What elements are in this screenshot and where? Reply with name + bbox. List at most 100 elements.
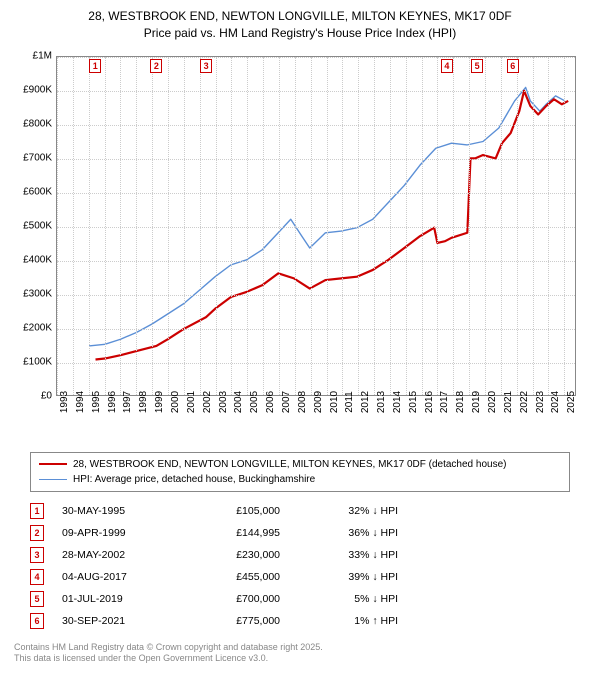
legend-row-2: HPI: Average price, detached house, Buck… bbox=[39, 472, 561, 487]
y-axis-label: £600K bbox=[10, 186, 52, 197]
row-price: £700,000 bbox=[190, 593, 280, 605]
x-axis-label: 2023 bbox=[535, 390, 546, 412]
row-date: 28-MAY-2002 bbox=[62, 549, 172, 561]
gridline-h bbox=[57, 193, 575, 194]
x-axis-label: 2015 bbox=[408, 390, 419, 412]
chart-marker: 5 bbox=[471, 59, 483, 73]
table-row: 3 28-MAY-2002 £230,000 33% ↓ HPI bbox=[30, 544, 570, 566]
x-axis-label: 1993 bbox=[59, 390, 70, 412]
legend-label-2: HPI: Average price, detached house, Buck… bbox=[73, 472, 315, 487]
y-axis-label: £200K bbox=[10, 322, 52, 333]
x-axis-label: 2019 bbox=[471, 390, 482, 412]
gridline-v bbox=[152, 57, 153, 395]
row-marker: 2 bbox=[30, 525, 44, 541]
x-axis-label: 2000 bbox=[170, 390, 181, 412]
x-axis-label: 2012 bbox=[360, 390, 371, 412]
gridline-v bbox=[485, 57, 486, 395]
gridline-h bbox=[57, 295, 575, 296]
chart-marker: 2 bbox=[150, 59, 162, 73]
x-axis-label: 2004 bbox=[233, 390, 244, 412]
x-axis-label: 1999 bbox=[154, 390, 165, 412]
x-axis-label: 2010 bbox=[329, 390, 340, 412]
chart-container: 28, WESTBROOK END, NEWTON LONGVILLE, MIL… bbox=[0, 0, 600, 671]
gridline-v bbox=[437, 57, 438, 395]
gridline-v bbox=[406, 57, 407, 395]
gridline-v bbox=[390, 57, 391, 395]
gridline-v bbox=[89, 57, 90, 395]
y-axis-label: £800K bbox=[10, 118, 52, 129]
x-axis-label: 2005 bbox=[249, 390, 260, 412]
row-date: 30-MAY-1995 bbox=[62, 505, 172, 517]
x-axis-label: 2006 bbox=[265, 390, 276, 412]
gridline-v bbox=[105, 57, 106, 395]
chart-wrap: 123456 £0£100K£200K£300K£400K£500K£600K£… bbox=[10, 46, 590, 446]
chart-svg bbox=[57, 57, 575, 395]
gridline-v bbox=[136, 57, 137, 395]
gridline-v bbox=[120, 57, 121, 395]
x-axis-label: 2024 bbox=[550, 390, 561, 412]
x-axis-label: 2011 bbox=[344, 391, 355, 413]
x-axis-label: 2007 bbox=[281, 390, 292, 412]
gridline-v bbox=[168, 57, 169, 395]
gridline-v bbox=[564, 57, 565, 395]
row-delta: 32% ↓ HPI bbox=[298, 505, 398, 517]
table-row: 501-JUL-2019£700,0005% ↓ HPI bbox=[30, 588, 570, 610]
x-axis-label: 2025 bbox=[566, 390, 577, 412]
row-price: £775,000 bbox=[190, 615, 280, 627]
row-delta: 36% ↓ HPI bbox=[298, 527, 398, 539]
gridline-v bbox=[469, 57, 470, 395]
row-delta: 1% ↑ HPI bbox=[298, 615, 398, 627]
chart-marker: 1 bbox=[89, 59, 101, 73]
table-row: 404-AUG-2017£455,00039% ↓ HPI bbox=[30, 566, 570, 588]
gridline-h bbox=[57, 91, 575, 92]
x-axis-label: 2009 bbox=[313, 390, 324, 412]
gridline-v bbox=[57, 57, 58, 395]
data-table: 130-MAY-1995£105,00032% ↓ HPI209-APR-199… bbox=[30, 500, 570, 632]
x-axis-label: 2022 bbox=[519, 390, 530, 412]
title-block: 28, WESTBROOK END, NEWTON LONGVILLE, MIL… bbox=[10, 8, 590, 42]
x-axis-label: 2008 bbox=[297, 390, 308, 412]
gridline-v bbox=[374, 57, 375, 395]
gridline-v bbox=[200, 57, 201, 395]
gridline-v bbox=[73, 57, 74, 395]
table-row: 6 30-SEP-2021 £775,000 1% ↑ HPI bbox=[30, 610, 570, 632]
x-axis-label: 1994 bbox=[75, 390, 86, 412]
x-axis-label: 1997 bbox=[122, 390, 133, 412]
x-axis-label: 1995 bbox=[91, 390, 102, 412]
row-marker: 5 bbox=[30, 591, 44, 607]
row-marker: 6 bbox=[30, 613, 44, 629]
row-price: £455,000 bbox=[190, 571, 280, 583]
x-axis-label: 2020 bbox=[487, 390, 498, 412]
x-axis-label: 2002 bbox=[202, 390, 213, 412]
row-date: 30-SEP-2021 bbox=[62, 615, 172, 627]
gridline-h bbox=[57, 261, 575, 262]
table-row: 130-MAY-1995£105,00032% ↓ HPI bbox=[30, 500, 570, 522]
gridline-h bbox=[57, 329, 575, 330]
gridline-v bbox=[231, 57, 232, 395]
x-axis-label: 1998 bbox=[138, 390, 149, 412]
gridline-v bbox=[279, 57, 280, 395]
y-axis-label: £500K bbox=[10, 220, 52, 231]
series-price_paid bbox=[96, 90, 569, 359]
table-row: 209-APR-1999£144,99536% ↓ HPI bbox=[30, 522, 570, 544]
row-delta: 39% ↓ HPI bbox=[298, 571, 398, 583]
legend-label-1: 28, WESTBROOK END, NEWTON LONGVILLE, MIL… bbox=[73, 457, 506, 472]
row-price: £105,000 bbox=[190, 505, 280, 517]
legend-swatch-2 bbox=[39, 479, 67, 480]
gridline-v bbox=[216, 57, 217, 395]
x-axis-label: 2021 bbox=[503, 390, 514, 412]
gridline-h bbox=[57, 57, 575, 58]
gridline-v bbox=[342, 57, 343, 395]
x-axis-label: 2013 bbox=[376, 390, 387, 412]
row-delta: 33% ↓ HPI bbox=[298, 549, 398, 561]
row-date: 09-APR-1999 bbox=[62, 527, 172, 539]
row-price: £230,000 bbox=[190, 549, 280, 561]
row-marker: 3 bbox=[30, 547, 44, 563]
chart-marker: 6 bbox=[507, 59, 519, 73]
gridline-v bbox=[517, 57, 518, 395]
gridline-v bbox=[501, 57, 502, 395]
x-axis-label: 2017 bbox=[439, 390, 450, 412]
y-axis-label: £1M bbox=[10, 50, 52, 61]
footer-line-2: This data is licensed under the Open Gov… bbox=[14, 653, 586, 665]
y-axis-label: £100K bbox=[10, 356, 52, 367]
